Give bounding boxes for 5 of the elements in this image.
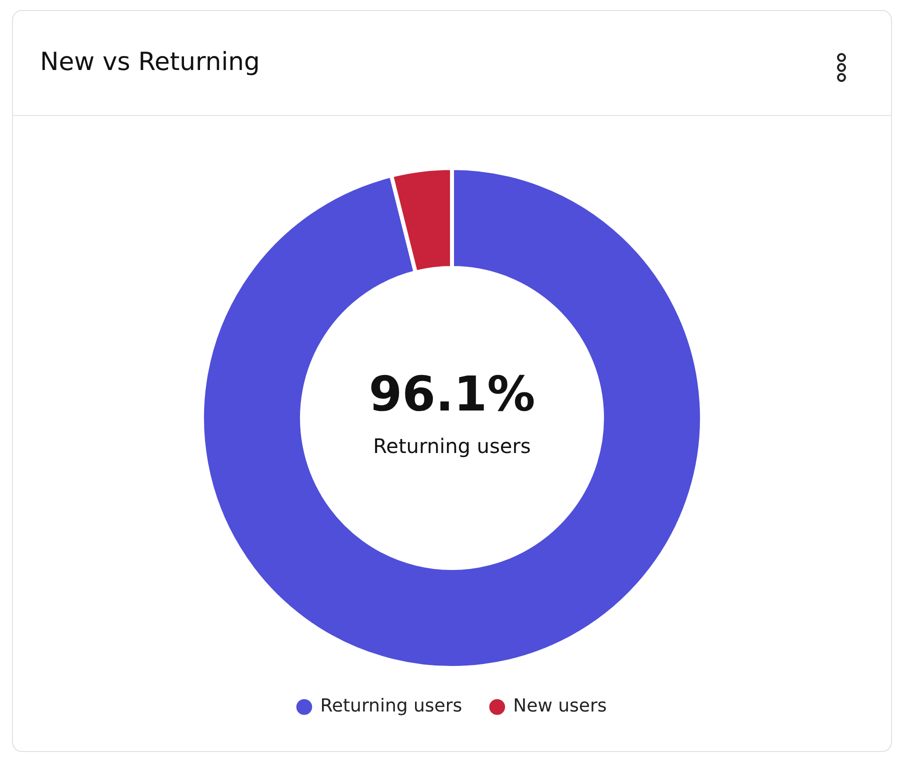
chart-title: New vs Returning	[40, 47, 260, 76]
legend-label: New users	[513, 696, 607, 717]
text: 96.1%	[368, 366, 536, 422]
legend-label: Returning users	[320, 696, 462, 717]
text: Returning users	[373, 434, 531, 458]
